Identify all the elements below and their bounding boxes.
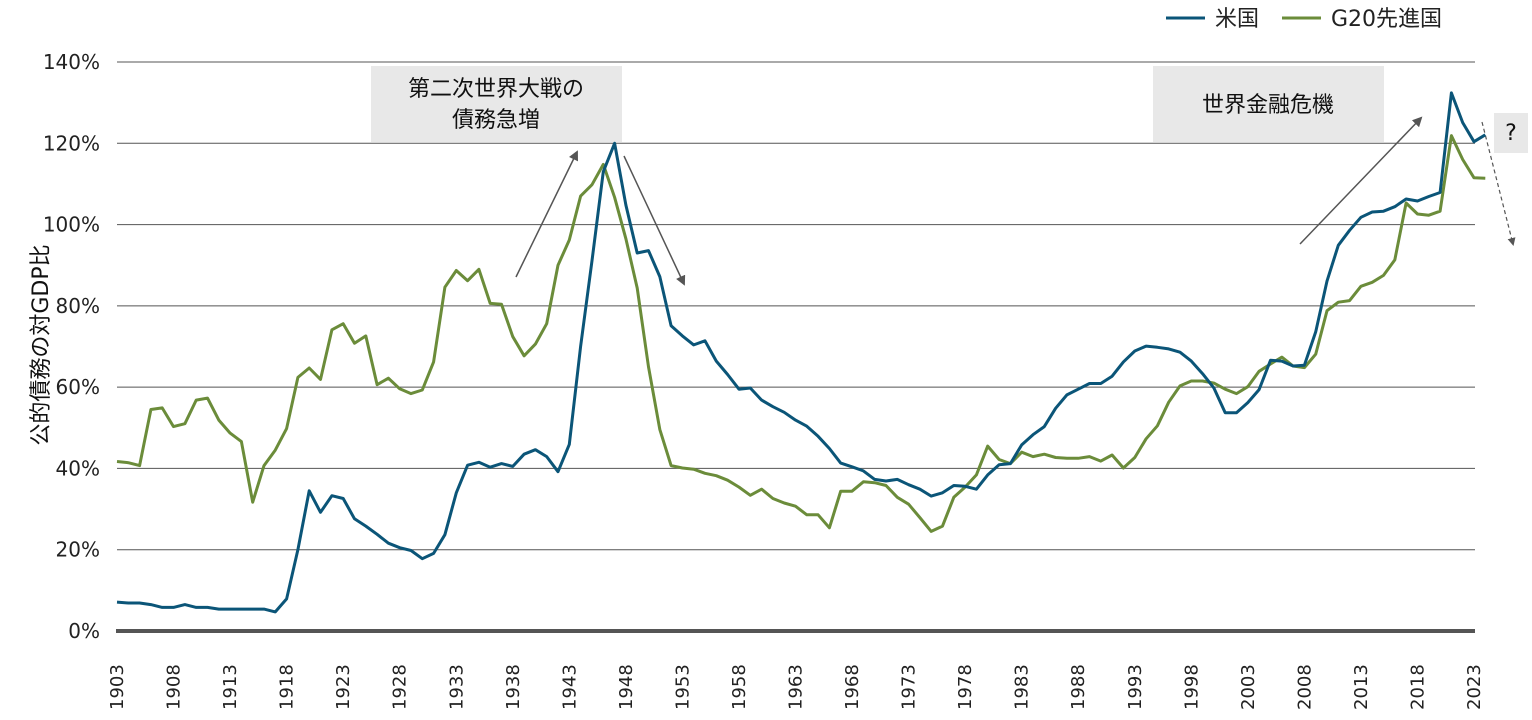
- y-axis-ticks: 0% 20% 40% 60% 80% 100% 120% 140%: [43, 50, 100, 643]
- y-tick-label: 0%: [68, 619, 100, 643]
- y-tick-label: 80%: [56, 294, 100, 318]
- x-tick-label: 1903: [107, 664, 128, 710]
- x-tick-label: 1943: [559, 664, 580, 710]
- x-tick-label: 1988: [1068, 664, 1089, 710]
- x-tick-label: 2018: [1407, 664, 1428, 710]
- question-annotation-box: [1494, 113, 1528, 153]
- wwii-annotation-line-1: 第二次世界大戦の: [408, 77, 584, 102]
- x-tick-label: 1953: [672, 664, 693, 710]
- y-tick-label: 20%: [56, 538, 100, 562]
- x-axis-ticks: 1903 1908 1913 1918 1923 1928 1933 1938 1943 1948…: [107, 664, 1485, 710]
- x-tick-label: 1923: [333, 664, 354, 710]
- question-annotation-text: ?: [1505, 121, 1517, 146]
- y-tick-label: 140%: [43, 50, 100, 74]
- wwii-decline-arrow: [623, 155, 686, 286]
- x-tick-label: 2003: [1238, 664, 1259, 710]
- y-axis-label: 公的債務の対GDP比: [29, 244, 54, 445]
- legend-label-us: 米国: [1215, 7, 1259, 32]
- x-tick-label: 1963: [786, 664, 807, 710]
- x-tick-label: 1998: [1181, 664, 1202, 710]
- y-tick-label: 120%: [43, 131, 100, 155]
- y-tick-label: 60%: [56, 375, 100, 399]
- gfc-rise-arrow: [1299, 116, 1423, 245]
- x-tick-label: 1913: [220, 664, 241, 710]
- x-tick-label: 1983: [1012, 664, 1033, 710]
- wwii-annotation-box: [371, 66, 622, 142]
- gridlines: [117, 61, 1475, 551]
- wwii-rise-arrow: [515, 150, 578, 278]
- gfc-annotation-text: 世界金融危機: [1202, 93, 1334, 118]
- x-tick-label: 2008: [1294, 664, 1315, 710]
- x-tick-label: 1938: [503, 664, 524, 710]
- series-line-g20: [116, 134, 1486, 533]
- gfc-annotation-box: [1153, 66, 1384, 142]
- x-tick-label: 1908: [164, 664, 185, 710]
- x-tick-label: 1918: [277, 664, 298, 710]
- x-tick-label: 1948: [616, 664, 637, 710]
- x-tick-label: 1993: [1125, 664, 1146, 710]
- x-tick-label: 1968: [842, 664, 863, 710]
- x-tick-label: 1928: [390, 664, 411, 710]
- wwii-annotation-line-2: 債務急増: [452, 108, 540, 133]
- x-tick-label: 1958: [729, 664, 750, 710]
- y-tick-label: 40%: [56, 456, 100, 480]
- x-tick-label: 1978: [955, 664, 976, 710]
- x-tick-label: 1933: [446, 664, 467, 710]
- x-tick-label: 1973: [899, 664, 920, 710]
- legend-label-g20: G20先進国: [1331, 7, 1442, 32]
- x-tick-label: 2023: [1464, 664, 1485, 710]
- series-line-us: [116, 91, 1487, 614]
- x-tick-label: 2013: [1351, 664, 1372, 710]
- y-tick-label: 100%: [43, 213, 100, 237]
